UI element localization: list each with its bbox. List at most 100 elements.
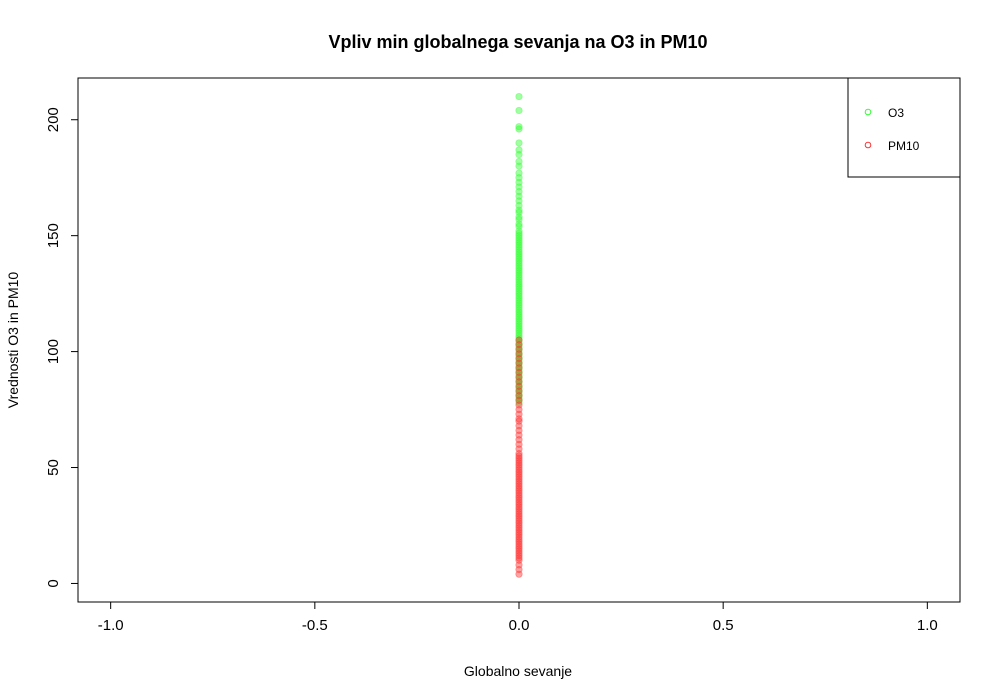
- data-point-pm10: [515, 466, 523, 474]
- data-point-pm10: [515, 484, 523, 492]
- data-point-pm10: [515, 354, 523, 363]
- data-point-pm10: [515, 382, 523, 390]
- data-point-o3: [515, 299, 523, 307]
- data-point-pm10: [515, 392, 523, 400]
- data-point-o3: [515, 234, 523, 242]
- data-point-pm10: [515, 535, 523, 543]
- data-point-pm10: [515, 422, 523, 430]
- data-point-pm10: [515, 538, 523, 546]
- data-point-pm10: [515, 556, 523, 564]
- data-point-pm10: [515, 507, 523, 516]
- data-point-o3: [515, 341, 523, 349]
- data-point-o3: [515, 262, 523, 270]
- data-point-o3: [515, 394, 523, 402]
- data-point-pm10: [515, 482, 523, 490]
- data-point-o3: [515, 343, 523, 351]
- data-point-o3: [515, 169, 523, 177]
- data-point-pm10: [515, 510, 523, 518]
- data-point-o3: [515, 320, 523, 328]
- data-point-o3: [515, 296, 523, 305]
- data-point-pm10: [515, 561, 523, 569]
- data-point-pm10: [515, 445, 523, 453]
- x-axis-label: Globalno sevanje: [464, 663, 572, 679]
- data-point-o3: [515, 375, 523, 384]
- x-tick-label: -0.5: [302, 617, 328, 634]
- data-point-o3: [515, 364, 523, 372]
- data-point-o3: [515, 287, 523, 295]
- data-point-pm10: [515, 373, 523, 381]
- data-point-pm10: [515, 570, 523, 578]
- data-point-o3: [515, 271, 523, 279]
- data-point-pm10: [515, 456, 523, 465]
- y-tick-label: 50: [45, 459, 62, 476]
- data-point-pm10: [515, 401, 523, 409]
- data-point-o3: [515, 266, 523, 275]
- data-point-o3: [515, 139, 523, 147]
- data-point-pm10: [515, 521, 523, 530]
- data-point-o3: [515, 329, 523, 337]
- data-point-pm10: [515, 503, 523, 511]
- data-point-pm10: [515, 341, 523, 349]
- data-point-o3: [515, 92, 523, 101]
- data-point-o3: [515, 213, 523, 221]
- data-point-pm10: [515, 552, 523, 560]
- data-point-o3: [515, 361, 523, 370]
- data-point-pm10: [515, 491, 523, 499]
- data-point-pm10: [515, 350, 523, 358]
- data-point-pm10: [515, 501, 523, 509]
- data-point-o3: [515, 206, 523, 214]
- data-point-pm10: [515, 526, 523, 534]
- data-point-o3: [515, 257, 523, 265]
- data-point-o3: [515, 301, 523, 309]
- data-point-o3: [515, 310, 523, 319]
- data-point-pm10: [515, 554, 523, 562]
- data-point-pm10: [515, 364, 523, 372]
- data-point-o3: [515, 347, 523, 356]
- y-tick-label: 150: [45, 223, 62, 248]
- data-point-pm10: [515, 480, 523, 488]
- data-point-pm10: [515, 542, 523, 550]
- data-point-o3: [515, 146, 523, 154]
- data-point-pm10: [515, 426, 523, 435]
- data-point-o3: [515, 201, 523, 210]
- data-point-o3: [515, 241, 523, 249]
- data-point-pm10: [515, 470, 523, 479]
- data-point-o3: [515, 123, 523, 131]
- data-point-o3: [515, 317, 523, 326]
- y-axis: 0 50 100 150 200: [45, 107, 79, 588]
- data-point-o3: [515, 378, 523, 386]
- data-point-pm10: [515, 454, 523, 462]
- data-point-pm10: [515, 473, 523, 481]
- data-point-o3: [515, 294, 523, 302]
- data-point-o3: [515, 197, 523, 205]
- data-point-o3: [515, 359, 523, 367]
- data-point-o3: [515, 264, 523, 272]
- data-point-o3: [515, 269, 523, 277]
- data-point-o3: [515, 315, 523, 323]
- data-point-o3: [515, 313, 523, 321]
- data-point-pm10: [515, 494, 523, 502]
- y-axis-label: Vrednosti O3 in PM10: [5, 272, 21, 409]
- data-point-o3: [515, 245, 523, 254]
- data-point-o3: [515, 396, 523, 404]
- x-tick-label: -1.0: [98, 617, 124, 634]
- data-point-pm10: [515, 565, 523, 574]
- data-point-o3: [515, 243, 523, 251]
- data-point-o3: [515, 350, 523, 358]
- data-point-o3: [515, 273, 523, 281]
- data-point-o3: [515, 283, 523, 291]
- data-point-pm10: [515, 533, 523, 541]
- data-point-pm10: [515, 531, 523, 539]
- x-tick-label: 0.5: [713, 617, 734, 634]
- data-point-pm10: [515, 498, 523, 506]
- data-point-o3: [515, 373, 523, 381]
- legend-pm10-marker: [864, 141, 872, 149]
- data-point-o3: [515, 276, 523, 284]
- data-point-o3: [515, 387, 523, 395]
- data-point-o3: [515, 334, 523, 342]
- data-point-o3: [515, 392, 523, 400]
- data-point-o3: [515, 399, 523, 407]
- data-point-o3: [515, 336, 523, 344]
- legend-pm10-label: PM10: [888, 139, 920, 153]
